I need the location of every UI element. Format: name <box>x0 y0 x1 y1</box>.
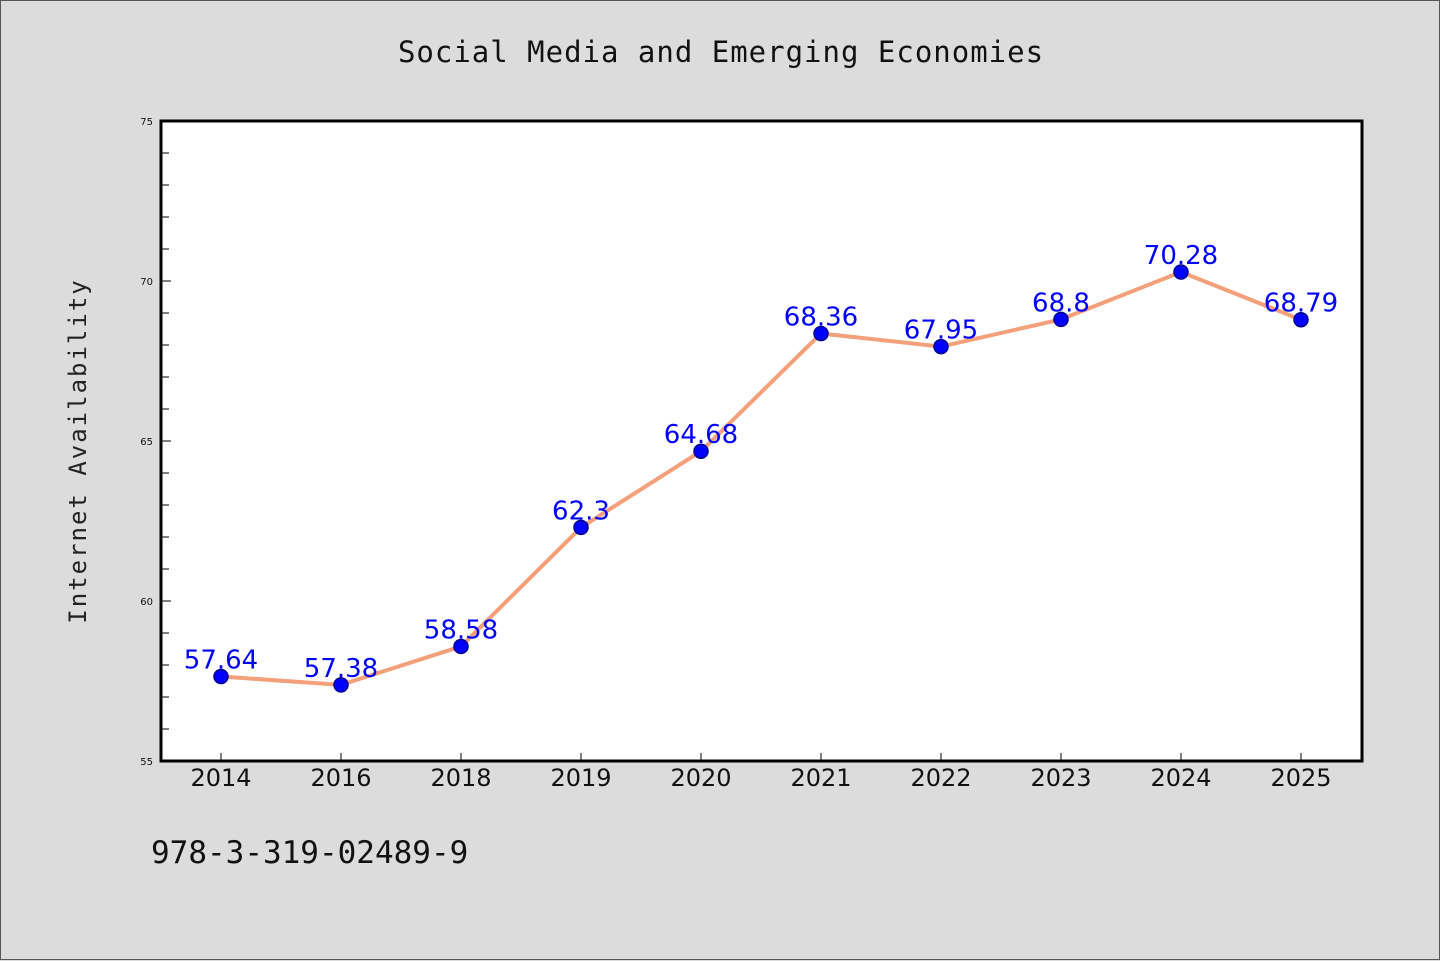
x-tick-label: 2024 <box>1150 764 1211 792</box>
data-point <box>1053 311 1069 328</box>
x-tick-label: 2021 <box>790 764 851 792</box>
x-axis: 2014 2016 2018 2019 2020 2021 2022 2023 2024 2025 <box>190 753 1332 792</box>
data-label: 70.28 <box>1144 241 1218 271</box>
chart-title: Social Media and Emerging Economies <box>397 35 1045 69</box>
plot-background <box>159 119 1364 763</box>
x-tick-label: 2018 <box>430 764 491 792</box>
data-labels: 57.64 57.38 58.58 62.3 64.68 68.36 67.95 68.8 70… <box>184 241 1338 684</box>
y-tick-label: 70 <box>140 277 153 288</box>
data-point <box>453 638 469 655</box>
data-label: 57.38 <box>304 654 378 684</box>
data-point <box>333 677 349 693</box>
data-point <box>933 338 949 355</box>
y-tick-label: 60 <box>140 597 153 608</box>
footer-id: 978-3-319-02489-9 <box>151 835 469 871</box>
y-tick-label: 75 <box>140 117 153 128</box>
series-markers <box>213 264 1309 693</box>
x-tick-label: 2014 <box>190 764 251 792</box>
data-point <box>1173 264 1189 280</box>
data-point <box>693 443 709 459</box>
data-label: 62.3 <box>552 496 610 526</box>
x-tick-label: 2022 <box>910 764 971 792</box>
data-label: 58.58 <box>424 615 498 645</box>
data-label: 57.64 <box>184 646 258 676</box>
data-label: 68.36 <box>784 302 858 332</box>
y-axis: 55 60 65 70 75 <box>140 117 171 768</box>
x-tick-label: 2016 <box>310 764 371 792</box>
data-point <box>813 325 829 342</box>
x-tick-label: 2020 <box>670 764 731 792</box>
x-tick-label: 2023 <box>1030 764 1091 792</box>
data-label: 68.79 <box>1264 289 1338 319</box>
y-tick-label: 55 <box>140 757 153 768</box>
data-label: 68.8 <box>1032 288 1090 318</box>
data-point <box>213 668 229 685</box>
data-label: 67.95 <box>904 316 978 346</box>
data-point <box>573 519 589 536</box>
series-line <box>219 270 1303 687</box>
x-tick-label: 2025 <box>1270 764 1331 792</box>
y-tick-label: 65 <box>140 437 153 448</box>
data-label: 64.68 <box>664 420 738 450</box>
data-point <box>1293 311 1309 328</box>
x-tick-label: 2019 <box>550 764 611 792</box>
